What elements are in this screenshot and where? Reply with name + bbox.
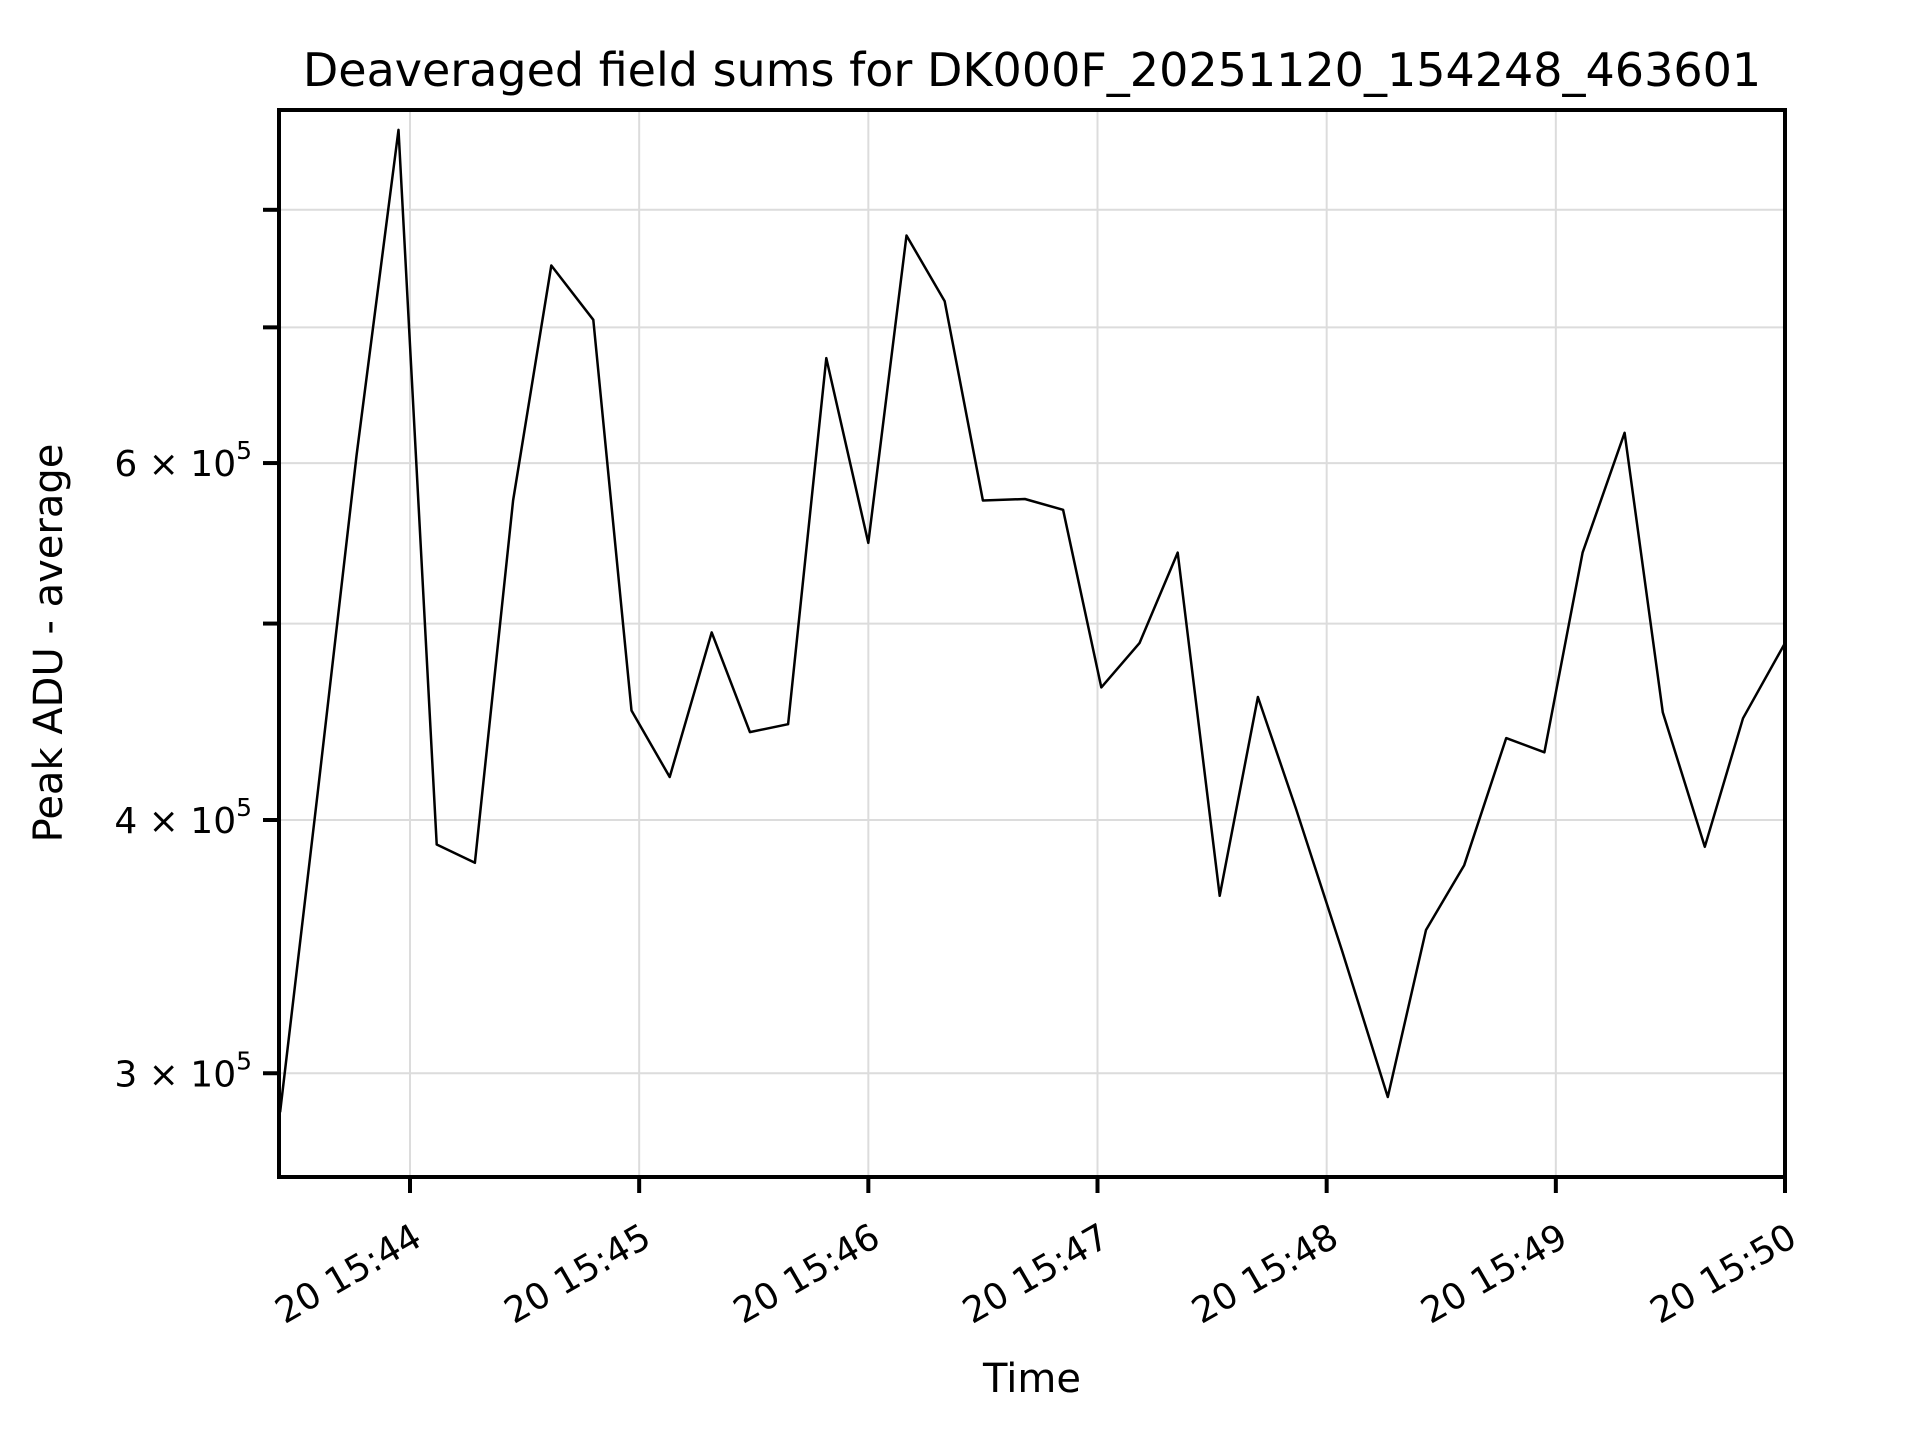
axis-ticks <box>263 207 1788 1193</box>
x-tick-label: 20 15:49 <box>1414 1216 1574 1332</box>
x-tick-label: 20 15:47 <box>956 1216 1116 1332</box>
y-tick-label: 4 × 105 <box>114 793 252 842</box>
x-tick-label: 20 15:45 <box>498 1216 658 1332</box>
y-tick-label: 3 × 105 <box>114 1046 252 1095</box>
chart-title: Deaveraged field sums for DK000F_2025112… <box>303 43 1761 97</box>
x-axis-label: Time <box>982 1356 1081 1402</box>
x-tick-label: 20 15:48 <box>1185 1216 1345 1332</box>
y-tick-label: 6 × 105 <box>114 436 252 485</box>
y-tick-labels: 3 × 105 4 × 105 6 × 105 <box>114 436 252 1095</box>
y-axis-label: Peak ADU - average <box>26 444 72 843</box>
x-tick-label: 20 15:46 <box>727 1216 887 1332</box>
series-line <box>278 128 1787 1113</box>
grid-lines <box>279 110 1787 1177</box>
data-line <box>278 128 1787 1113</box>
x-tick-labels: 20 15:44 20 15:45 20 15:46 20 15:47 20 15:48… <box>269 1216 1804 1332</box>
axes-border <box>277 108 1787 1179</box>
x-tick-label: 20 15:50 <box>1644 1216 1804 1332</box>
x-tick-label: 20 15:44 <box>269 1216 429 1332</box>
